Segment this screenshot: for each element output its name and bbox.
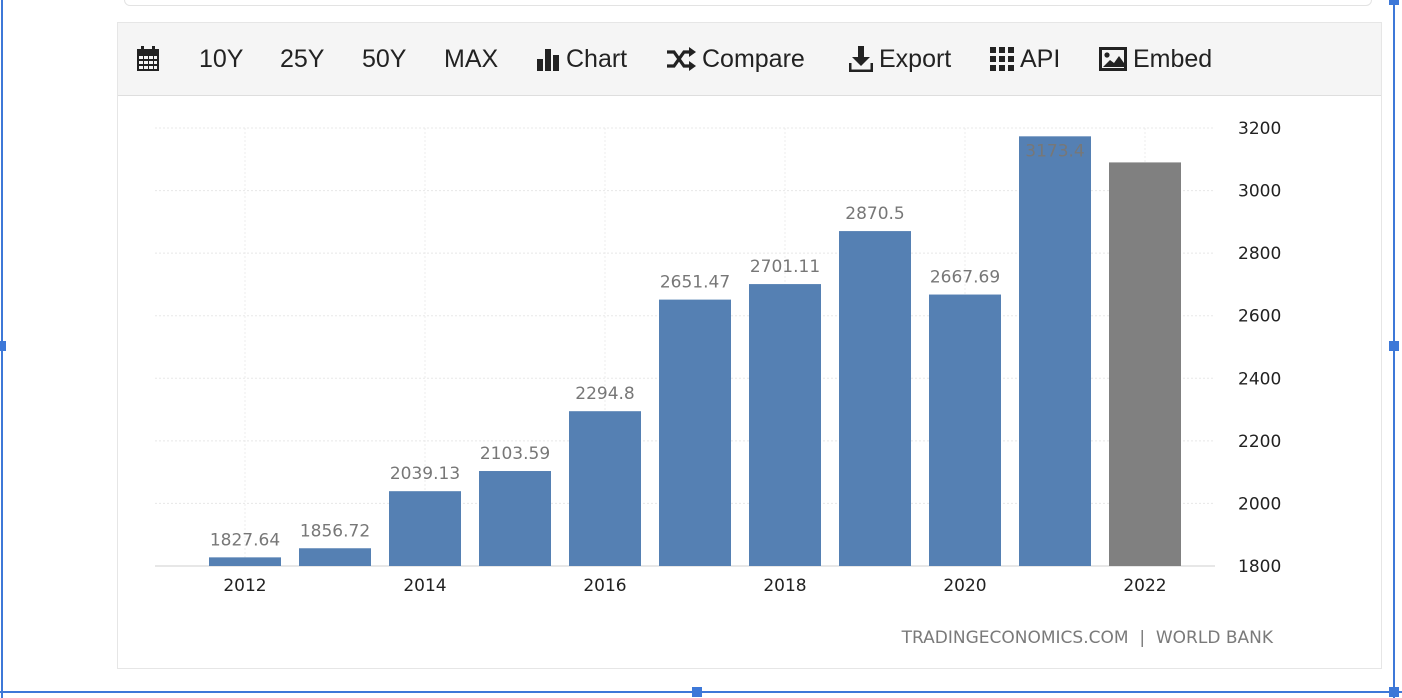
api-label: API: [1020, 44, 1061, 73]
range-25y-button[interactable]: 25Y: [280, 23, 324, 95]
bar[interactable]: [569, 411, 641, 566]
bar-value-label: 1856.72: [300, 521, 370, 541]
range-10y-button[interactable]: 10Y: [199, 23, 243, 95]
x-tick-label: 2020: [943, 576, 986, 596]
bar-value-label: 3173.4: [1025, 141, 1084, 161]
x-tick-label: 2014: [403, 576, 446, 596]
api-button[interactable]: API: [990, 23, 1060, 95]
bar[interactable]: [659, 299, 731, 566]
bar[interactable]: [479, 471, 551, 566]
y-tick-label: 1800: [1238, 557, 1281, 577]
header-container: [124, 0, 1372, 6]
bar-value-label: 2103.59: [480, 444, 550, 464]
chart-label: Chart: [566, 44, 628, 73]
bar-value-label: 2701.11: [750, 257, 820, 277]
resize-handle-right[interactable]: [1389, 341, 1399, 351]
source-attribution[interactable]: TRADINGECONOMICS.COM | WORLD BANK: [901, 628, 1274, 648]
bar[interactable]: [929, 294, 1001, 566]
x-tick-label: 2016: [583, 576, 626, 596]
bar-chart-icon: [537, 49, 559, 71]
compare-button[interactable]: Compare: [666, 23, 805, 95]
bar[interactable]: [299, 548, 371, 566]
range-max-label: MAX: [444, 44, 499, 73]
bar-value-label: 2039.13: [390, 464, 460, 484]
y-tick-label: 3200: [1238, 119, 1281, 139]
y-tick-label: 2800: [1238, 244, 1281, 264]
download-icon: [849, 46, 873, 72]
bar-value-label: 2651.47: [660, 273, 730, 293]
bar-value-label: 2870.5: [845, 204, 904, 224]
y-tick-label: 3000: [1238, 182, 1281, 202]
bar-value-label: 1827.64: [210, 530, 280, 550]
bar[interactable]: [389, 491, 461, 566]
bar-value-label: 2667.69: [930, 268, 1000, 288]
range-25y-label: 25Y: [280, 44, 325, 73]
x-tick-label: 2018: [763, 576, 806, 596]
resize-handle-top-right[interactable]: [1389, 0, 1399, 5]
bar[interactable]: [209, 557, 281, 566]
chart-type-button[interactable]: Chart: [536, 23, 627, 95]
export-button[interactable]: Export: [849, 23, 951, 95]
grid-icon: [990, 47, 1014, 71]
bar[interactable]: [839, 231, 911, 566]
range-50y-label: 50Y: [362, 44, 407, 73]
bar-labels: 1827.64 1856.72 2039.13 2103.59 2294.8 2651.4…: [210, 141, 1085, 550]
resize-handle-left[interactable]: [0, 341, 6, 351]
image-icon: [1099, 47, 1127, 71]
range-max-button[interactable]: MAX: [444, 23, 498, 95]
x-axis-ticks: 2012 2014 2016 2018 2020 2022: [223, 576, 1166, 596]
forecast-bar[interactable]: [1109, 162, 1181, 566]
chart-widget: 10Y 25Y 50Y MAX Chart Compare: [117, 22, 1382, 669]
y-tick-label: 2400: [1238, 369, 1281, 389]
y-tick-label: 2200: [1238, 432, 1281, 452]
calendar-icon: [137, 46, 159, 71]
embed-label: Embed: [1133, 44, 1213, 73]
bar[interactable]: [1019, 136, 1091, 566]
calendar-button[interactable]: [136, 23, 166, 95]
chart-toolbar: 10Y 25Y 50Y MAX Chart Compare: [118, 23, 1381, 96]
x-tick-label: 2022: [1123, 576, 1166, 596]
x-tick-label: 2012: [223, 576, 266, 596]
y-axis-ticks: 1800 2000 2200 2400 2600 2800 3000 3200: [1238, 119, 1281, 577]
bars: [209, 136, 1181, 566]
bar[interactable]: [749, 284, 821, 566]
y-tick-label: 2000: [1238, 494, 1281, 514]
range-50y-button[interactable]: 50Y: [362, 23, 406, 95]
bar-value-label: 2294.8: [575, 384, 634, 404]
shuffle-icon: [667, 47, 696, 71]
bar-chart: 1827.64 1856.72 2039.13 2103.59 2294.8 2651.4…: [155, 119, 1281, 648]
range-10y-label: 10Y: [199, 44, 244, 73]
y-tick-label: 2600: [1238, 307, 1281, 327]
resize-handle-bottom-right[interactable]: [1389, 687, 1399, 697]
export-label: Export: [879, 44, 952, 73]
resize-handle-bottom[interactable]: [692, 687, 702, 697]
embed-button[interactable]: Embed: [1099, 23, 1212, 95]
compare-label: Compare: [702, 44, 805, 73]
